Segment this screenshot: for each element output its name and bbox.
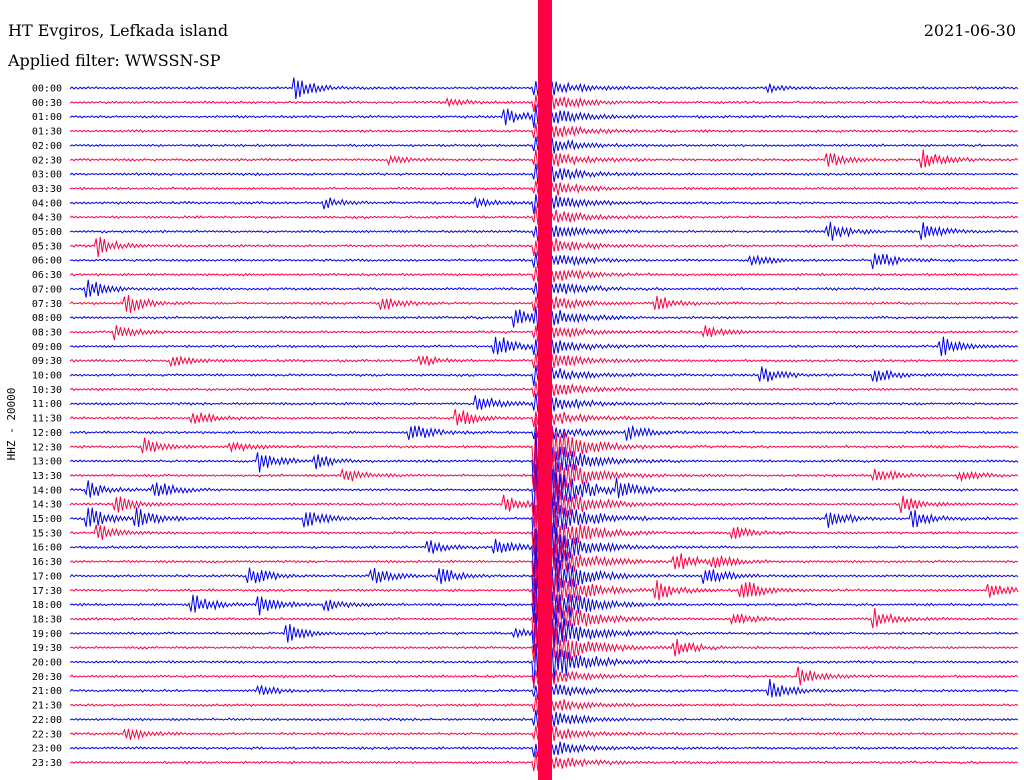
time-tick-label: 14:30	[32, 500, 62, 511]
time-tick-label: 10:30	[32, 385, 62, 396]
time-tick-label: 20:00	[32, 658, 62, 669]
time-tick-label: 03:30	[32, 184, 62, 195]
date-label: 2021-06-30	[923, 21, 1016, 40]
time-tick-label: 05:30	[32, 241, 62, 252]
time-tick-label: 10:00	[32, 371, 62, 382]
trace-lines	[69, 0, 1019, 780]
time-tick-label: 18:30	[32, 614, 62, 625]
time-tick-label: 13:00	[32, 457, 62, 468]
time-tick-label: 00:00	[32, 84, 62, 95]
time-tick-label: 13:30	[32, 471, 62, 482]
time-tick-label: 02:00	[32, 141, 62, 152]
time-tick-label: 16:00	[32, 543, 62, 554]
time-tick-label: 04:30	[32, 213, 62, 224]
time-tick-label: 09:00	[32, 342, 62, 353]
time-tick-label: 22:00	[32, 715, 62, 726]
time-tick-label: 01:00	[32, 112, 62, 123]
station-title: HT Evgiros, Lefkada island	[8, 21, 229, 40]
time-tick-label: 12:30	[32, 442, 62, 453]
time-tick-label: 17:00	[32, 571, 62, 582]
time-tick-label: 03:00	[32, 170, 62, 181]
time-tick-label: 21:00	[32, 686, 62, 697]
time-tick-label: 21:30	[32, 701, 62, 712]
time-tick-label: 11:30	[32, 414, 62, 425]
time-tick-label: 19:00	[32, 629, 62, 640]
time-tick-label: 05:00	[32, 227, 62, 238]
time-tick-label: 14:00	[32, 485, 62, 496]
time-tick-label: 08:00	[32, 313, 62, 324]
time-labels: 00:00 00:30 01:00 01:30 02:00 02:30 03:00 03:30…	[32, 84, 62, 769]
main-event-band	[538, 0, 552, 780]
time-tick-label: 09:30	[32, 356, 62, 367]
time-tick-label: 12:00	[32, 428, 62, 439]
time-tick-label: 23:30	[32, 758, 62, 769]
y-axis-label: HHZ - 20000	[5, 388, 18, 461]
time-tick-label: 06:00	[32, 256, 62, 267]
time-tick-label: 02:30	[32, 155, 62, 166]
time-tick-label: 15:00	[32, 514, 62, 525]
event-marks	[88, 87, 990, 734]
time-tick-label: 11:00	[32, 399, 62, 410]
time-tick-label: 15:30	[32, 528, 62, 539]
time-tick-label: 08:30	[32, 327, 62, 338]
filter-label: Applied filter: WWSSN-SP	[8, 51, 221, 70]
time-tick-label: 19:30	[32, 643, 62, 654]
time-tick-label: 22:30	[32, 729, 62, 740]
time-tick-label: 17:30	[32, 586, 62, 597]
time-tick-label: 23:00	[32, 744, 62, 755]
time-tick-label: 18:00	[32, 600, 62, 611]
time-tick-label: 04:00	[32, 198, 62, 209]
time-tick-label: 20:30	[32, 672, 62, 683]
time-tick-label: 16:30	[32, 557, 62, 568]
time-tick-label: 01:30	[32, 127, 62, 138]
time-tick-label: 06:30	[32, 270, 62, 281]
time-tick-label: 00:30	[32, 98, 62, 109]
time-tick-label: 07:30	[32, 299, 62, 310]
time-tick-label: 07:00	[32, 284, 62, 295]
